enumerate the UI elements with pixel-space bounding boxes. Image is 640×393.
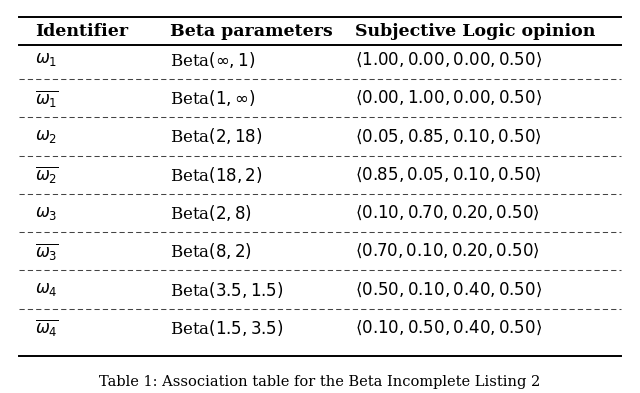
Text: Table 1: Association table for the Beta Incomplete Listing 2: Table 1: Association table for the Beta …: [99, 375, 541, 389]
Text: $\overline{\omega_2}$: $\overline{\omega_2}$: [35, 164, 59, 185]
Text: $\langle 0.50, 0.10, 0.40, 0.50\rangle$: $\langle 0.50, 0.10, 0.40, 0.50\rangle$: [355, 281, 542, 299]
Text: $\langle 1.00, 0.00, 0.00, 0.50\rangle$: $\langle 1.00, 0.00, 0.00, 0.50\rangle$: [355, 51, 542, 69]
Text: $\langle 0.00, 1.00, 0.00, 0.50\rangle$: $\langle 0.00, 1.00, 0.00, 0.50\rangle$: [355, 89, 542, 107]
Text: $\langle 0.70, 0.10, 0.20, 0.50\rangle$: $\langle 0.70, 0.10, 0.20, 0.50\rangle$: [355, 242, 540, 261]
Text: Beta$(2, 18)$: Beta$(2, 18)$: [170, 127, 262, 146]
Text: $\omega_3$: $\omega_3$: [35, 204, 58, 222]
Text: Subjective Logic opinion: Subjective Logic opinion: [355, 22, 596, 40]
Text: Identifier: Identifier: [35, 22, 129, 40]
Text: Beta$(3.5, 1.5)$: Beta$(3.5, 1.5)$: [170, 280, 284, 299]
Text: Beta parameters: Beta parameters: [170, 22, 332, 40]
Text: $\overline{\omega_4}$: $\overline{\omega_4}$: [35, 318, 59, 338]
Text: $\omega_4$: $\omega_4$: [35, 281, 58, 298]
Text: $\langle 0.10, 0.50, 0.40, 0.50\rangle$: $\langle 0.10, 0.50, 0.40, 0.50\rangle$: [355, 319, 542, 337]
Text: $\overline{\omega_1}$: $\overline{\omega_1}$: [35, 88, 59, 108]
Text: Beta$(\infty, 1)$: Beta$(\infty, 1)$: [170, 50, 255, 70]
Text: Beta$(1.5, 3.5)$: Beta$(1.5, 3.5)$: [170, 318, 284, 338]
Text: Beta$(8, 2)$: Beta$(8, 2)$: [170, 241, 252, 261]
Text: $\langle 0.10, 0.70, 0.20, 0.50\rangle$: $\langle 0.10, 0.70, 0.20, 0.50\rangle$: [355, 204, 540, 222]
Text: Beta$(2, 8)$: Beta$(2, 8)$: [170, 203, 252, 223]
Text: $\omega_1$: $\omega_1$: [35, 51, 58, 68]
Text: Beta$(18, 2)$: Beta$(18, 2)$: [170, 165, 262, 185]
Text: $\langle 0.05, 0.85, 0.10, 0.50\rangle$: $\langle 0.05, 0.85, 0.10, 0.50\rangle$: [355, 127, 542, 145]
Text: Beta$(1, \infty)$: Beta$(1, \infty)$: [170, 88, 255, 108]
Text: $\langle 0.85, 0.05, 0.10, 0.50\rangle$: $\langle 0.85, 0.05, 0.10, 0.50\rangle$: [355, 165, 542, 184]
Text: $\overline{\omega_3}$: $\overline{\omega_3}$: [35, 241, 59, 262]
Text: $\omega_2$: $\omega_2$: [35, 128, 58, 145]
